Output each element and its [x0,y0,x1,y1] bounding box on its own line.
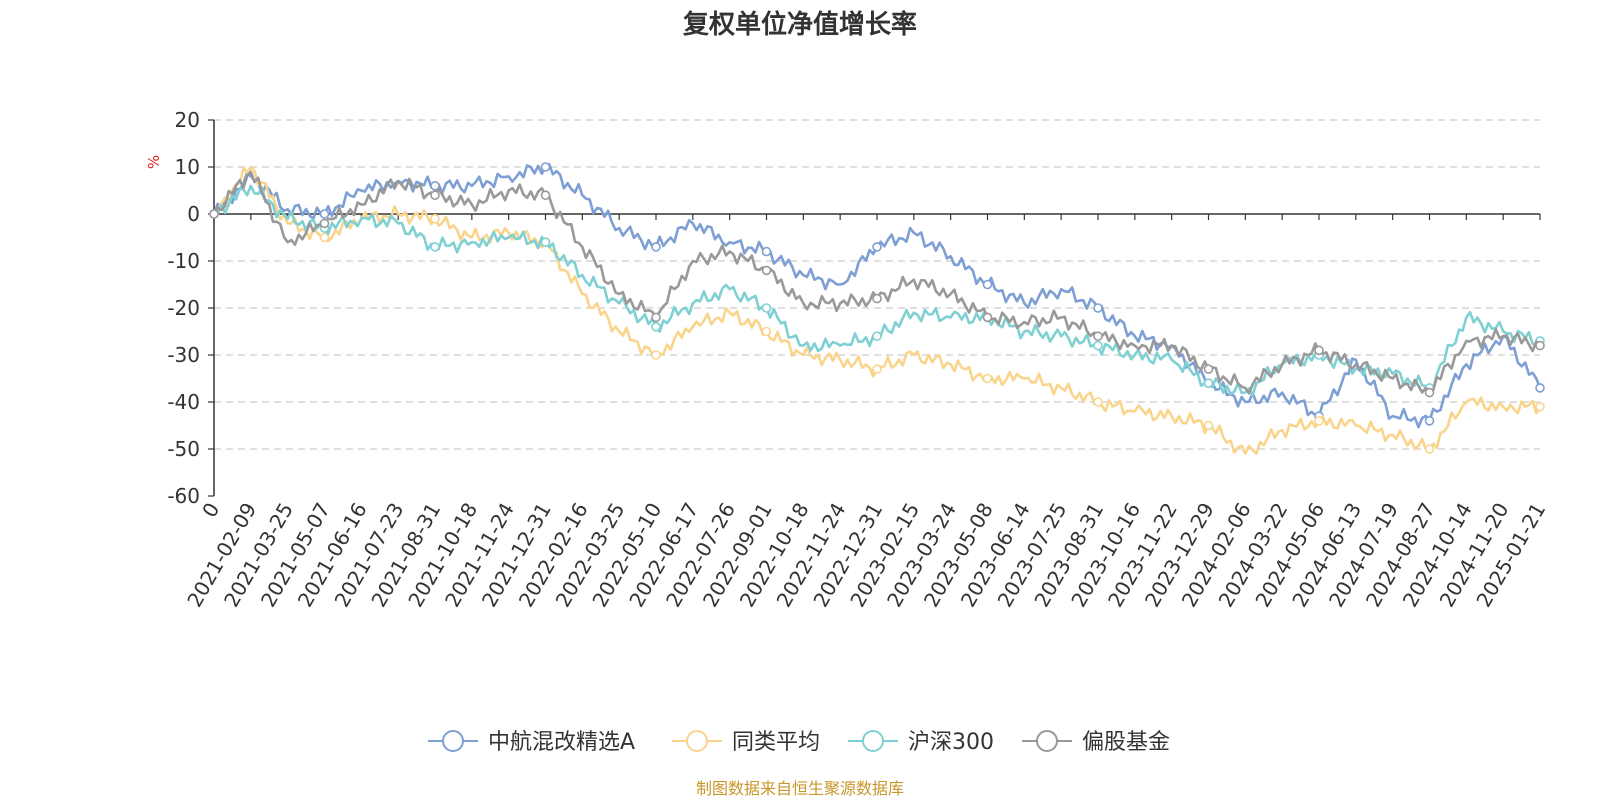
series-point [1314,415,1324,426]
series-point [1424,415,1435,426]
legend-marker-icon [442,730,464,752]
series-point [1424,387,1435,398]
legend-marker-icon [1036,730,1058,752]
legend-marker-icon [686,730,708,752]
y-axis-unit-label: % [145,155,163,169]
series-point [761,265,772,276]
series-point [651,312,661,323]
series-point [540,162,551,172]
series-point [1093,303,1103,313]
series-point [651,321,661,332]
legend-label: 中航混改精选A [488,730,635,755]
series-point [319,218,330,229]
series-point [430,181,440,191]
legend-label: 沪深300 [908,730,994,755]
series-point [761,246,772,257]
y-tick-label: 20 [175,108,200,132]
legend-label: 偏股基金 [1082,730,1170,755]
x-tick-label: 0 [197,499,224,522]
legend-label: 同类平均 [732,730,820,755]
legend[interactable]: 中航混改精选A 同类平均 沪深300 偏股基金 [428,730,1170,755]
series-point [209,209,219,219]
y-tick-label: 10 [175,155,200,179]
series-point [982,373,993,384]
series-point [540,190,551,200]
series-point [1093,397,1103,407]
y-tick-label: -40 [167,390,200,414]
series-point [872,331,882,342]
y-tick-label: -60 [167,484,200,508]
series-point [319,209,330,219]
series-point [872,293,882,304]
series-point [651,242,661,252]
legend-item-1[interactable]: 中航混改精选A [428,730,635,755]
series-point [1535,401,1545,412]
legend-item-2[interactable]: 同类平均 [672,730,820,755]
series-point [1535,340,1545,351]
legend-item-4[interactable]: 偏股基金 [1022,730,1170,755]
series-point [761,303,772,313]
series-point [651,350,661,360]
legend-item-3[interactable]: 沪深300 [848,730,994,755]
y-tick-label: -30 [167,343,200,367]
series-point [1203,378,1214,389]
series-point [430,213,440,224]
series-point [982,312,993,323]
chart-title: 复权单位净值增长率 [683,9,917,40]
series-point [1203,364,1214,374]
series-point [982,279,993,290]
y-tick-label: -10 [167,249,200,273]
legend-marker-icon [862,730,884,752]
grid-lines [214,119,1540,450]
series-point [761,326,772,337]
series-point [1424,444,1435,454]
y-tick-label: 0 [187,202,200,226]
series-point [1535,383,1545,393]
series-point [1093,331,1103,342]
series-point [872,242,882,252]
series-lines [209,162,1545,455]
series-point [872,364,882,374]
series-point [1093,340,1103,351]
series-point [1314,345,1324,356]
source-note: 制图数据来自恒生聚源数据库 [696,779,904,798]
series-point [1203,420,1214,431]
series-point [430,190,440,200]
y-tick-label: -50 [167,437,200,461]
y-tick-label: -20 [167,296,200,320]
series-line-4 [212,170,1541,395]
series-point [540,237,551,247]
series-point [430,242,440,252]
series-line-2 [213,165,1542,455]
series-point [319,232,330,243]
